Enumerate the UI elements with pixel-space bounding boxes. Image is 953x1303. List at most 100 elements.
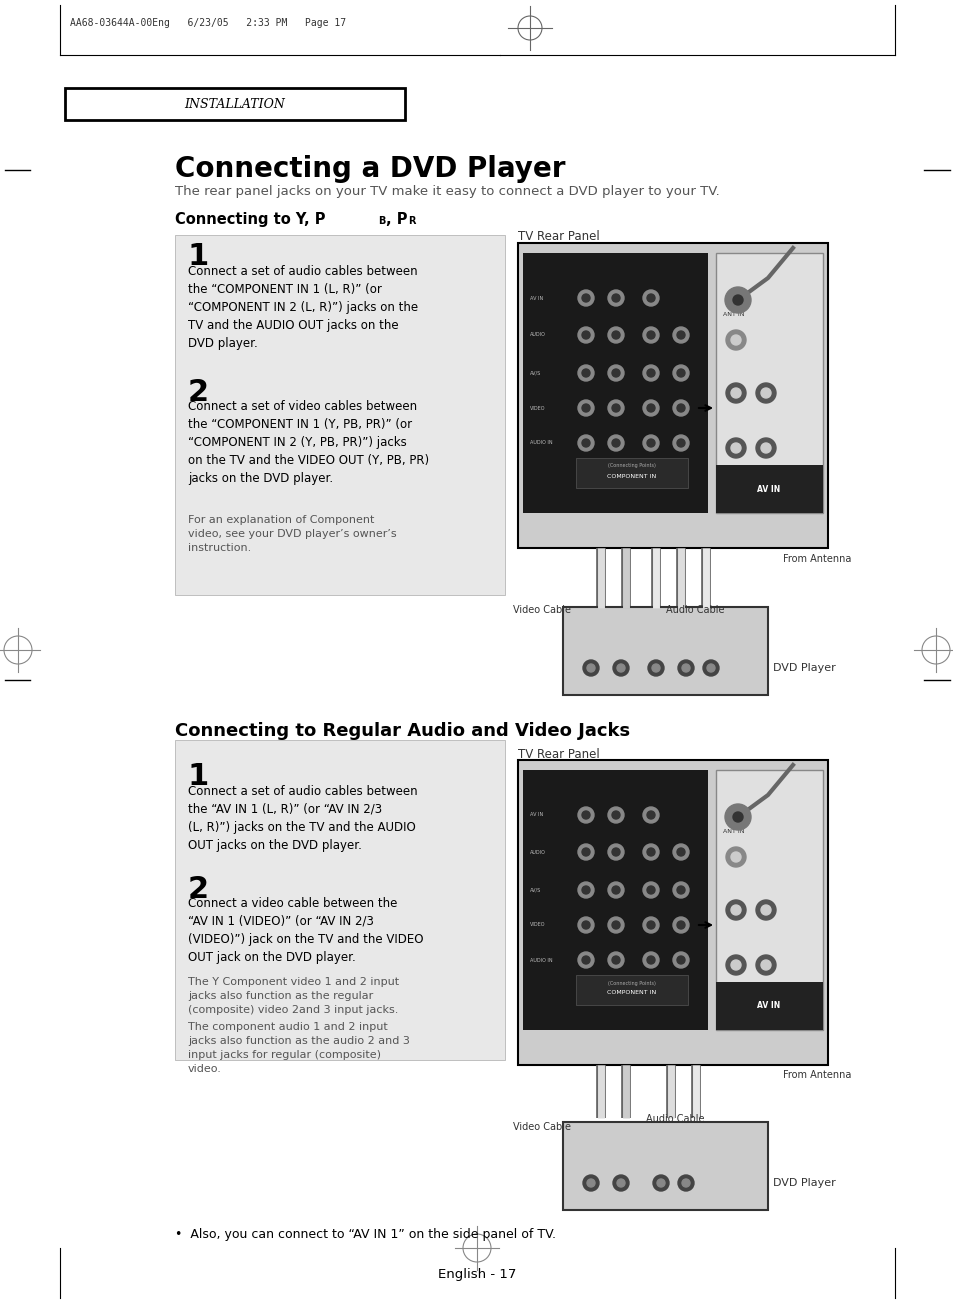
Circle shape [607,807,623,823]
Circle shape [725,330,745,351]
Text: , P: , P [386,212,407,227]
Text: AV/S: AV/S [530,887,540,893]
Bar [522,770,707,1029]
Text: AUDIO: AUDIO [530,332,545,337]
Circle shape [607,400,623,416]
Circle shape [760,388,770,397]
Circle shape [677,404,684,412]
Text: 1: 1 [188,242,209,271]
Circle shape [678,1175,693,1191]
Circle shape [607,327,623,343]
Circle shape [730,443,740,453]
Circle shape [732,812,742,822]
Circle shape [607,882,623,898]
Circle shape [755,383,775,403]
Circle shape [677,886,684,894]
Text: B: B [377,216,385,225]
Circle shape [672,435,688,451]
Circle shape [646,921,655,929]
Circle shape [672,327,688,343]
Text: VIDEO: VIDEO [530,405,545,410]
Bar [174,740,504,1061]
Circle shape [612,404,619,412]
Circle shape [612,294,619,302]
Circle shape [612,886,619,894]
Circle shape [581,886,589,894]
Circle shape [612,439,619,447]
Text: AV/S: AV/S [530,370,540,375]
Circle shape [581,848,589,856]
Circle shape [646,369,655,377]
Text: Connect a set of audio cables between
the “AV IN 1 (L, R)” (or “AV IN 2/3
(L, R): Connect a set of audio cables between th… [188,784,417,852]
Text: Connect a set of video cables between
the “COMPONENT IN 1 (Y, PB, PR)” (or
“COMP: Connect a set of video cables between th… [188,400,429,485]
Circle shape [657,1179,664,1187]
Text: Connect a set of audio cables between
the “COMPONENT IN 1 (L, R)” (or
“COMPONENT: Connect a set of audio cables between th… [188,265,417,351]
Circle shape [672,917,688,933]
Bar [716,770,822,1029]
Text: ANT IN: ANT IN [722,311,743,317]
Circle shape [724,287,750,313]
Text: AV IN: AV IN [757,1002,780,1011]
Circle shape [581,439,589,447]
Circle shape [646,439,655,447]
Circle shape [607,952,623,968]
Circle shape [730,335,740,345]
Circle shape [760,906,770,915]
Circle shape [607,291,623,306]
Bar [517,760,827,1065]
Circle shape [607,917,623,933]
Circle shape [578,882,594,898]
Bar [522,253,707,513]
Text: Connecting to Regular Audio and Video Jacks: Connecting to Regular Audio and Video Ja… [174,722,630,740]
Circle shape [672,882,688,898]
Circle shape [724,804,750,830]
Circle shape [581,404,589,412]
Circle shape [681,665,689,672]
Circle shape [755,900,775,920]
Text: Audio Cable: Audio Cable [665,605,723,615]
Text: Connecting a DVD Player: Connecting a DVD Player [174,155,565,182]
Text: The Y Component video 1 and 2 input
jacks also function as the regular
(composit: The Y Component video 1 and 2 input jack… [188,977,398,1015]
Text: TV Rear Panel: TV Rear Panel [517,231,599,242]
Circle shape [642,327,659,343]
Bar [716,982,822,1029]
Bar [517,242,827,549]
Circle shape [642,435,659,451]
Circle shape [578,844,594,860]
Circle shape [760,443,770,453]
Circle shape [642,952,659,968]
Text: (Connecting Points): (Connecting Points) [607,464,656,469]
Bar [65,89,405,120]
Circle shape [646,886,655,894]
Text: R: R [408,216,416,225]
Circle shape [581,956,589,964]
Circle shape [578,917,594,933]
Circle shape [677,439,684,447]
Text: DVD Player: DVD Player [772,1178,835,1188]
Circle shape [612,331,619,339]
Circle shape [646,810,655,820]
Bar [576,457,687,489]
Text: TV Rear Panel: TV Rear Panel [517,748,599,761]
Circle shape [677,331,684,339]
Text: From Antenna: From Antenna [782,1070,850,1080]
Text: AUDIO: AUDIO [530,850,545,855]
Text: (Connecting Points): (Connecting Points) [607,980,656,985]
Circle shape [646,404,655,412]
Circle shape [642,365,659,380]
Circle shape [613,1175,628,1191]
Circle shape [612,369,619,377]
Circle shape [646,331,655,339]
Circle shape [646,294,655,302]
Circle shape [730,852,740,863]
Circle shape [730,906,740,915]
Bar [562,1122,767,1210]
Circle shape [730,960,740,969]
Circle shape [647,661,663,676]
Text: AV IN: AV IN [530,813,542,817]
Circle shape [702,661,719,676]
Circle shape [582,1175,598,1191]
Text: COMPONENT IN: COMPONENT IN [607,473,656,478]
Circle shape [607,844,623,860]
Text: Video Cable: Video Cable [513,1122,571,1132]
